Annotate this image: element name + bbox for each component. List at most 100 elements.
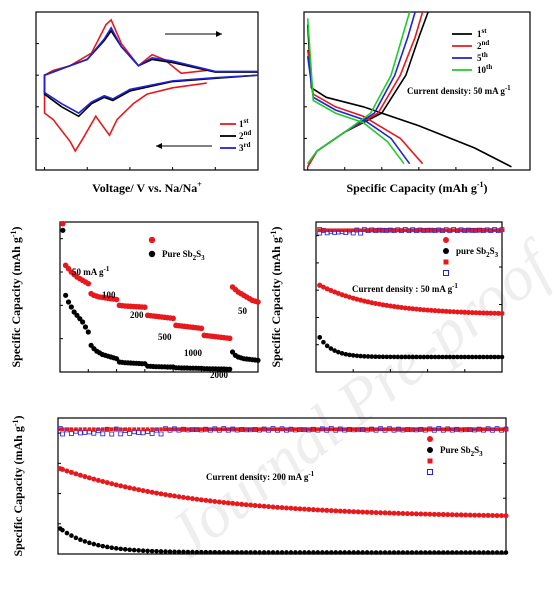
sncfs-point bbox=[369, 300, 375, 306]
legend-entry: 1st bbox=[477, 27, 487, 39]
pure-sb2s3-point bbox=[216, 550, 222, 555]
s-ce-point bbox=[332, 228, 337, 233]
pure-sb2s3-point bbox=[163, 549, 168, 554]
s-ce-point bbox=[432, 427, 437, 431]
pure-sb2s3-point bbox=[328, 346, 334, 351]
pure-sb2s3-point bbox=[432, 550, 437, 555]
legend-entry: 2nd bbox=[477, 39, 489, 51]
s-ce-point bbox=[428, 427, 432, 431]
pure-sb2s3-point bbox=[488, 354, 494, 360]
s-ce-point bbox=[405, 427, 410, 431]
pure-sb2s3-point bbox=[454, 550, 460, 555]
s-ce-point bbox=[407, 228, 411, 233]
sncfs-point bbox=[454, 309, 460, 315]
pure-sb2s3-point bbox=[69, 533, 74, 538]
sncfs-point bbox=[469, 310, 475, 316]
sncfs-point bbox=[216, 499, 222, 505]
sncfs-point bbox=[306, 506, 312, 512]
pure-sb2s3-point bbox=[113, 546, 119, 551]
pure-sb2s3-point bbox=[391, 354, 397, 360]
sncfs-point bbox=[346, 509, 352, 515]
sncfs-point bbox=[189, 496, 195, 502]
rate-label: 500 bbox=[158, 332, 172, 342]
sncfs-point bbox=[60, 220, 66, 227]
s-ce-point bbox=[466, 228, 471, 233]
x-axis-label: Voltage/ V vs. Na/Na+ bbox=[92, 180, 202, 195]
p-ce-point bbox=[396, 426, 401, 432]
pure-sb2s3-point bbox=[399, 354, 404, 360]
s-ce-point bbox=[365, 427, 369, 431]
pure-sb2s3-point bbox=[64, 530, 70, 536]
s-ce-point bbox=[239, 427, 244, 431]
pure-sb2s3-point bbox=[172, 549, 177, 555]
s-ce-point bbox=[374, 427, 378, 431]
current-density-label: Current density : 50 mA g-1 bbox=[352, 282, 458, 294]
s-ce-point bbox=[92, 427, 96, 431]
legend-marker-pure bbox=[148, 250, 156, 258]
s-ce-point bbox=[356, 427, 360, 431]
y-axis-label: Specific Capacity (mAh g-1) bbox=[269, 227, 283, 368]
sncfs-point bbox=[91, 476, 97, 482]
s-ce-point bbox=[213, 427, 217, 431]
s-ce-point bbox=[392, 427, 396, 431]
s-ce-point bbox=[472, 427, 477, 431]
legend-entry: 10th bbox=[477, 63, 492, 75]
sncfs-point bbox=[170, 315, 176, 322]
pure-sb2s3-point bbox=[395, 354, 401, 360]
rate-label: 50 bbox=[238, 306, 248, 316]
sncfs-point bbox=[384, 302, 390, 308]
pure-sb2s3-point bbox=[80, 319, 86, 325]
p-ce-point bbox=[100, 431, 106, 437]
pure-sb2s3-point bbox=[447, 354, 453, 360]
sncfs-point bbox=[297, 506, 303, 512]
pure-sb2s3-point bbox=[176, 549, 182, 555]
pure-sb2s3-point bbox=[346, 550, 352, 555]
pure-sb2s3-point bbox=[158, 549, 164, 554]
sncfs-point bbox=[447, 309, 453, 315]
sncfs-point bbox=[480, 310, 486, 316]
s-ce-point bbox=[358, 228, 363, 233]
legend-marker-sncfs bbox=[148, 236, 156, 244]
pure-sb2s3-point bbox=[440, 550, 446, 555]
cv-curve-3rd bbox=[43, 26, 259, 115]
legend-marker-sncfs bbox=[427, 436, 433, 442]
gcd-curve-5th-charge bbox=[307, 11, 416, 165]
sodiation-arrowhead bbox=[156, 143, 162, 149]
s-ce-point bbox=[336, 228, 341, 233]
pure-sb2s3-point bbox=[423, 550, 428, 555]
s-ce-point bbox=[302, 427, 307, 431]
pure-sb2s3-point bbox=[449, 550, 455, 555]
sncfs-point bbox=[154, 490, 160, 496]
s-ce-point bbox=[362, 228, 367, 233]
sncfs-point bbox=[395, 304, 401, 310]
current-density-label: Current density: 200 mA g-1 bbox=[206, 470, 315, 482]
pure-sb2s3-point bbox=[436, 550, 442, 555]
sncfs-point bbox=[113, 296, 120, 303]
panel-c-frame bbox=[59, 221, 259, 373]
pure-sb2s3-point bbox=[337, 550, 343, 555]
pure-sb2s3-point bbox=[221, 550, 227, 555]
s-ce-point bbox=[351, 427, 356, 431]
s-ce-point bbox=[425, 228, 430, 233]
sncfs-point bbox=[176, 494, 182, 500]
sncfs-point bbox=[364, 509, 370, 515]
s-ce-point bbox=[289, 427, 293, 431]
p-ce-point bbox=[203, 426, 209, 432]
s-ce-point bbox=[366, 228, 370, 233]
legend-entry-pure: Pure Sb2S3 bbox=[162, 249, 205, 262]
p-ce-point bbox=[149, 431, 155, 436]
s-ce-point bbox=[132, 427, 136, 431]
s-ce-point bbox=[441, 427, 446, 431]
sncfs-point bbox=[492, 310, 498, 316]
sncfs-point bbox=[320, 284, 326, 290]
sncfs-point bbox=[409, 511, 415, 517]
pure-sb2s3-point bbox=[320, 550, 325, 555]
pure-sb2s3-point bbox=[255, 357, 261, 363]
pure-sb2s3-point bbox=[324, 550, 330, 555]
pure-sb2s3-point bbox=[427, 550, 433, 555]
s-ce-point bbox=[451, 228, 456, 233]
panel-b-frame bbox=[303, 11, 531, 171]
sncfs-point bbox=[243, 502, 249, 508]
s-ce-point bbox=[463, 427, 468, 431]
s-ce-point bbox=[338, 427, 343, 431]
